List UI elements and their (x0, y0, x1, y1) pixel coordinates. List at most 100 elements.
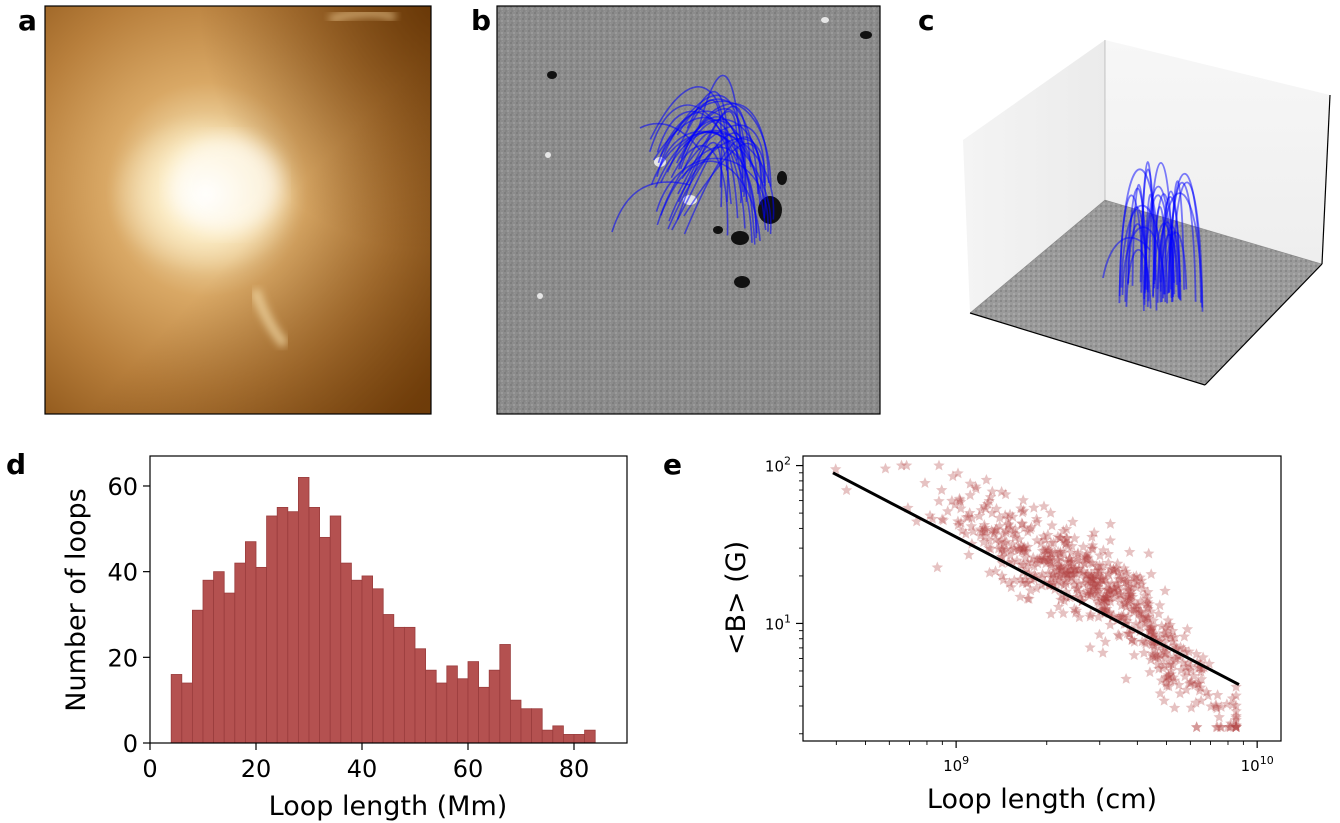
scatter-point (1120, 600, 1133, 612)
scatter-point (1160, 630, 1172, 642)
scatter-point (1210, 698, 1222, 710)
scatter-point (1053, 569, 1065, 581)
scatter-point (1211, 702, 1223, 714)
scatter-point (997, 528, 1009, 540)
scatter-point (1143, 623, 1155, 635)
scatter-point (1079, 557, 1091, 569)
scatter-point (1104, 534, 1117, 546)
scatter-point (1126, 633, 1138, 645)
scatter-point (1114, 593, 1127, 605)
scatter-point (960, 527, 972, 539)
scatter-point (1149, 651, 1161, 663)
scatter-point (1133, 608, 1145, 619)
scatter-point (1055, 589, 1068, 601)
scatter-point (1113, 611, 1125, 622)
scatter-point (1178, 630, 1190, 642)
scatter-point (1123, 628, 1135, 639)
scatter-point (1055, 593, 1067, 605)
scatter-point (1103, 583, 1115, 595)
scatter-point (1165, 668, 1177, 680)
scatter-point (1132, 599, 1144, 611)
histogram-bar (488, 669, 501, 744)
panel-e-scatter: 109 1010 101 102 Loop length (cm) <B> (G) (721, 455, 1282, 815)
scatter-point (1085, 556, 1097, 568)
panel-label-d: d (6, 448, 27, 481)
scatter-point (1133, 606, 1145, 618)
scatter-point (1068, 574, 1080, 586)
field-line (681, 131, 739, 219)
scatter-point (1141, 616, 1153, 628)
scatter-point (1054, 532, 1066, 543)
scatter-point (936, 484, 948, 495)
scatter-point (998, 545, 1010, 557)
scatter-point (1226, 692, 1239, 704)
scatter-point (1152, 652, 1164, 664)
scatter-point (980, 474, 993, 485)
scatter-point (1042, 545, 1054, 556)
scatter-point (1154, 649, 1167, 660)
scatter-point (1070, 567, 1083, 579)
scatter-point (1190, 648, 1203, 659)
x-tick-label: 0 (142, 755, 157, 783)
scatter-point (1202, 689, 1214, 701)
histogram-bar (170, 674, 183, 744)
scatter-point (1173, 679, 1185, 690)
scatter-point (1185, 664, 1197, 676)
scatter-point (1131, 575, 1143, 587)
scatter-point (1109, 586, 1122, 598)
histogram-bar (552, 725, 564, 744)
scatter-point (1002, 512, 1014, 524)
scatter-point (990, 522, 1003, 534)
scatter-point (1181, 665, 1193, 677)
scatter-point (1016, 545, 1028, 557)
scatter-point (1107, 563, 1120, 575)
scatter-point (1078, 557, 1090, 569)
scatter-point (1067, 516, 1079, 527)
scatter-point (1107, 563, 1120, 575)
scatter-point (1154, 599, 1166, 611)
scatter-point (1015, 559, 1027, 570)
scatter-point (1157, 662, 1169, 674)
scatter-point (1142, 586, 1154, 597)
scatter-point (1059, 563, 1072, 575)
scatter-point (1108, 582, 1120, 594)
scatter-point (1125, 585, 1137, 597)
scatter-point (1158, 694, 1170, 706)
scatter-point (1066, 540, 1078, 551)
scatter-point (1139, 589, 1151, 601)
scatter-point (1154, 687, 1166, 699)
scatter-point (1147, 636, 1159, 648)
scatter-point (1191, 721, 1203, 733)
scatter-point (1087, 580, 1099, 592)
scatter-point (1053, 560, 1066, 572)
scatter-point (1141, 601, 1154, 613)
field-line-3d (1102, 236, 1151, 279)
scatter-point (1058, 594, 1070, 606)
scatter-point (1124, 591, 1136, 602)
scatter-point (1153, 607, 1165, 619)
scatter-point (965, 520, 978, 532)
scatter-point (1064, 552, 1076, 564)
scatter-point (1195, 694, 1207, 706)
scatter-point (1230, 719, 1242, 731)
histogram-bar (202, 579, 214, 744)
scatter-point (1168, 701, 1181, 713)
scatter-point (1009, 531, 1021, 543)
histogram-bar (435, 682, 448, 744)
scatter-point (1165, 674, 1177, 686)
scatter-point (1034, 554, 1046, 565)
scatter-point (1166, 625, 1179, 636)
scatter-point (830, 463, 842, 475)
scatter-point (986, 507, 998, 518)
scatter-point (992, 542, 1005, 554)
histogram-bar (213, 571, 225, 744)
scatter-point (1144, 666, 1156, 678)
scatter-point (1188, 670, 1200, 681)
scatter-point (900, 459, 913, 471)
scatter-point (1100, 591, 1113, 603)
scatter-point (1092, 595, 1104, 607)
scatter-point (1031, 534, 1043, 546)
scatter-point (996, 569, 1008, 581)
scatter-point (1015, 502, 1027, 514)
histogram-bar (340, 562, 352, 744)
